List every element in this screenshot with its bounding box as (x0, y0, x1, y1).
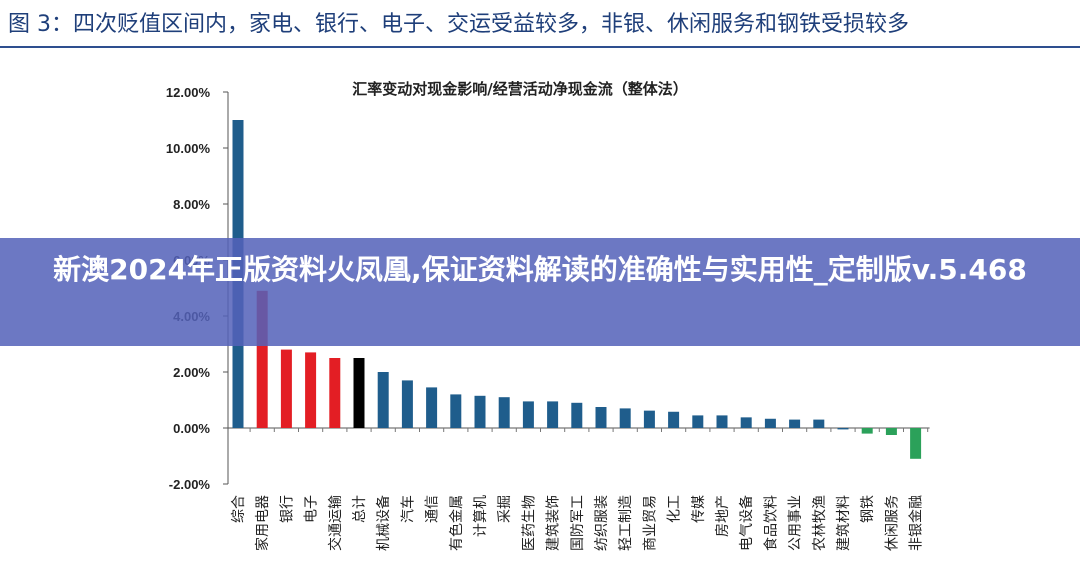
banner-text: 新澳2024年正版资料火凤凰,保证资料解读的准确性与实用性_定制版v.5.468 (53, 253, 1027, 286)
bar (643, 410, 655, 428)
y-tick-label: 12.00% (166, 85, 211, 100)
bar (329, 358, 341, 428)
x-tick-label: 钢铁 (860, 495, 876, 523)
x-tick-label: 银行 (279, 495, 295, 523)
bar (522, 401, 534, 428)
bar (910, 428, 922, 459)
bar (692, 415, 704, 428)
bar (595, 407, 607, 428)
x-tick-label: 交通运输 (327, 495, 344, 551)
header-divider (0, 46, 1080, 48)
bar (885, 428, 897, 435)
bar (305, 352, 317, 428)
x-tick-label: 汽车 (399, 495, 416, 523)
bar (571, 402, 583, 428)
x-tick-label: 非银金融 (909, 495, 925, 551)
bar (716, 415, 728, 428)
y-tick-label: 10.00% (166, 141, 211, 156)
x-tick-label: 通信 (425, 495, 441, 523)
x-tick-label: 化工 (667, 495, 683, 523)
bar (740, 417, 752, 428)
x-tick-label: 建筑装饰 (546, 495, 562, 551)
bar (547, 401, 559, 428)
x-tick-label: 计算机 (473, 495, 489, 537)
x-tick-label: 国防军工 (570, 495, 586, 551)
x-tick-label: 传媒 (691, 495, 707, 523)
bar (450, 394, 462, 428)
y-tick-label: 0.00% (173, 421, 210, 436)
overlay-banner: 新澳2024年正版资料火凤凰,保证资料解读的准确性与实用性_定制版v.5.468 (0, 238, 1080, 346)
x-tick-label: 总计 (352, 495, 368, 523)
bar (474, 395, 486, 428)
y-tick-label: 8.00% (173, 197, 210, 212)
x-tick-label: 食品饮料 (762, 495, 779, 551)
x-tick-label: 公用事业 (788, 495, 804, 551)
bar (619, 408, 631, 428)
bar (498, 397, 510, 428)
x-tick-label: 有色金属 (448, 495, 465, 551)
bar (280, 349, 292, 428)
bar (377, 372, 389, 428)
x-tick-label: 家用电器 (254, 495, 271, 551)
x-tick-label: 休闲服务 (884, 495, 900, 551)
x-tick-label: 农林牧渔 (812, 495, 828, 551)
figure-caption: 图 3：四次贬值区间内，家电、银行、电子、交运受益较多，非银、休闲服务和钢铁受损… (8, 12, 909, 37)
x-tick-label: 建筑材料 (836, 495, 852, 551)
x-tick-label: 轻工制造 (618, 495, 634, 551)
bar (837, 428, 849, 430)
bar (353, 358, 365, 428)
x-tick-label: 商业贸易 (642, 495, 658, 551)
chart-title: 汇率变动对现金影响/经营活动净现金流（整体法） (352, 80, 687, 98)
bar (764, 418, 776, 428)
bar (668, 411, 680, 428)
x-tick-label: 房地产 (715, 495, 731, 537)
x-tick-label: 采掘 (497, 495, 513, 523)
bar (256, 290, 268, 428)
y-tick-label: 2.00% (173, 365, 210, 380)
bar (401, 380, 413, 428)
bar (813, 419, 825, 428)
x-tick-label: 医药生物 (521, 495, 537, 551)
x-tick-labels: 综合 家用电器 银行 电子 交通运输 总计 机械设备 汽车 通信 有色金属 计算机 采掘 医药生物 建筑装… (231, 495, 925, 551)
x-tick-label: 综合 (231, 495, 247, 523)
bar (861, 428, 873, 434)
x-tick-label: 机械设备 (375, 495, 392, 551)
bar (789, 419, 801, 428)
x-tick-label: 纺织服装 (594, 495, 610, 551)
x-tick-label: 电子 (304, 495, 320, 523)
figure-header: 图 3：四次贬值区间内，家电、银行、电子、交运受益较多，非银、休闲服务和钢铁受损… (0, 0, 1080, 48)
bar (426, 387, 438, 428)
y-tick-label: -2.00% (169, 477, 211, 492)
x-tick-label: 电气设备 (738, 495, 755, 551)
